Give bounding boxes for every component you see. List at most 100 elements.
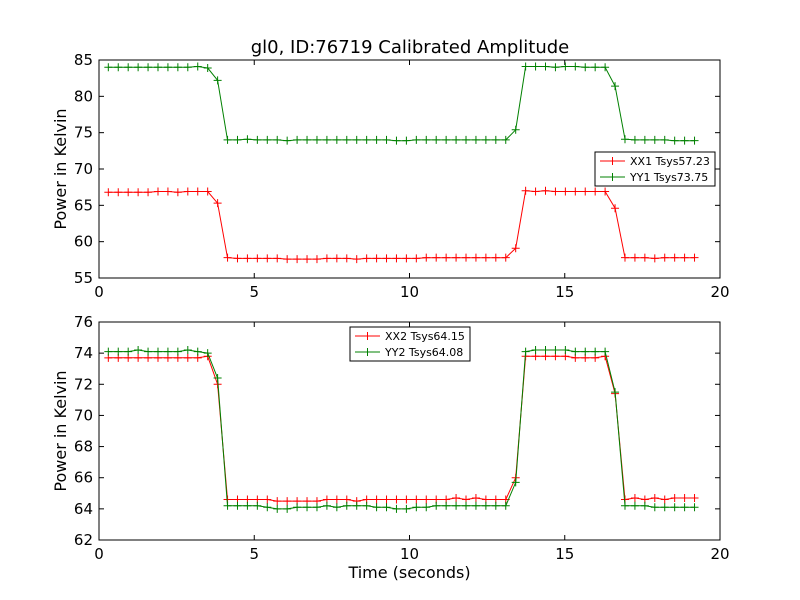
x-tick-label: 10 bbox=[400, 283, 419, 301]
data-point bbox=[601, 63, 610, 72]
data-point bbox=[153, 63, 162, 72]
chart-title: gl0, ID:76719 Calibrated Amplitude bbox=[251, 37, 570, 58]
data-point bbox=[690, 253, 699, 262]
data-point bbox=[114, 63, 123, 72]
data-point bbox=[342, 254, 351, 263]
data-point bbox=[471, 253, 480, 262]
data-point bbox=[422, 135, 431, 144]
data-point bbox=[660, 503, 669, 512]
data-point bbox=[640, 253, 649, 262]
data-point bbox=[263, 503, 272, 512]
data-point bbox=[183, 63, 192, 72]
y-tick-label: 70 bbox=[74, 160, 93, 178]
data-point bbox=[243, 501, 252, 510]
data-point bbox=[342, 135, 351, 144]
data-point bbox=[640, 135, 649, 144]
data-point bbox=[412, 503, 421, 512]
data-point bbox=[611, 388, 620, 397]
data-point bbox=[342, 501, 351, 510]
data-point bbox=[412, 254, 421, 263]
legend-box bbox=[349, 326, 471, 362]
x-tick-label: 5 bbox=[249, 283, 259, 301]
data-point bbox=[213, 199, 222, 208]
data-point bbox=[263, 254, 272, 263]
data-point bbox=[402, 254, 411, 263]
data-point bbox=[432, 253, 441, 262]
data-point bbox=[124, 188, 133, 197]
data-point bbox=[193, 347, 202, 356]
data-point bbox=[243, 254, 252, 263]
data-point bbox=[591, 187, 600, 196]
data-point bbox=[581, 347, 590, 356]
data-point bbox=[263, 135, 272, 144]
data-point bbox=[382, 495, 391, 504]
data-point bbox=[551, 63, 560, 72]
legend-marker bbox=[608, 157, 617, 165]
y-tick-label: 65 bbox=[74, 196, 93, 214]
data-point bbox=[144, 63, 153, 72]
data-point bbox=[531, 346, 540, 355]
data-point bbox=[223, 135, 232, 144]
legend-box bbox=[594, 151, 716, 187]
data-point bbox=[481, 135, 490, 144]
data-point bbox=[392, 254, 401, 263]
x-axis-label: Time (seconds) bbox=[347, 563, 470, 582]
data-point bbox=[541, 346, 550, 355]
x-tick-label: 15 bbox=[555, 283, 574, 301]
data-point bbox=[521, 347, 530, 356]
data-point bbox=[571, 62, 580, 71]
data-point bbox=[650, 135, 659, 144]
data-point bbox=[104, 63, 113, 72]
data-point bbox=[670, 136, 679, 145]
data-point bbox=[293, 503, 302, 512]
y-axis-label: Power in Kelvin bbox=[51, 108, 70, 229]
data-point bbox=[382, 503, 391, 512]
legend-label: YY1 Tsys73.75 bbox=[629, 171, 708, 184]
data-point bbox=[541, 62, 550, 71]
data-point bbox=[442, 253, 451, 262]
data-point bbox=[452, 493, 461, 502]
data-point bbox=[402, 136, 411, 145]
data-point bbox=[273, 254, 282, 263]
data-point bbox=[392, 495, 401, 504]
data-point bbox=[293, 255, 302, 264]
data-point bbox=[402, 495, 411, 504]
data-point bbox=[690, 136, 699, 145]
x-tick-label: 0 bbox=[94, 283, 104, 301]
data-point bbox=[571, 347, 580, 356]
data-point bbox=[611, 204, 620, 213]
data-point bbox=[104, 347, 113, 356]
data-point bbox=[253, 135, 262, 144]
y-tick-label: 62 bbox=[74, 531, 93, 549]
data-point bbox=[452, 501, 461, 510]
data-point bbox=[680, 503, 689, 512]
y-tick-label: 66 bbox=[74, 469, 93, 487]
data-point bbox=[144, 347, 153, 356]
data-point bbox=[213, 374, 222, 383]
data-point bbox=[392, 136, 401, 145]
data-point bbox=[163, 347, 172, 356]
data-point bbox=[630, 253, 639, 262]
data-point bbox=[124, 63, 133, 72]
data-point bbox=[422, 503, 431, 512]
x-tick-label: 15 bbox=[555, 545, 574, 563]
data-point bbox=[104, 188, 113, 197]
data-point bbox=[491, 501, 500, 510]
y-tick-label: 55 bbox=[74, 269, 93, 287]
data-point bbox=[630, 135, 639, 144]
data-point bbox=[442, 501, 451, 510]
data-point bbox=[601, 187, 610, 196]
data-point bbox=[501, 501, 510, 510]
data-point bbox=[203, 187, 212, 196]
data-point bbox=[591, 347, 600, 356]
data-point bbox=[134, 346, 143, 355]
data-point bbox=[660, 495, 669, 504]
data-point bbox=[491, 135, 500, 144]
data-point bbox=[452, 253, 461, 262]
data-point bbox=[283, 497, 292, 506]
data-point bbox=[402, 504, 411, 513]
data-point bbox=[233, 135, 242, 144]
data-point bbox=[153, 187, 162, 196]
y-tick-label: 64 bbox=[74, 500, 93, 518]
data-point bbox=[213, 76, 222, 85]
